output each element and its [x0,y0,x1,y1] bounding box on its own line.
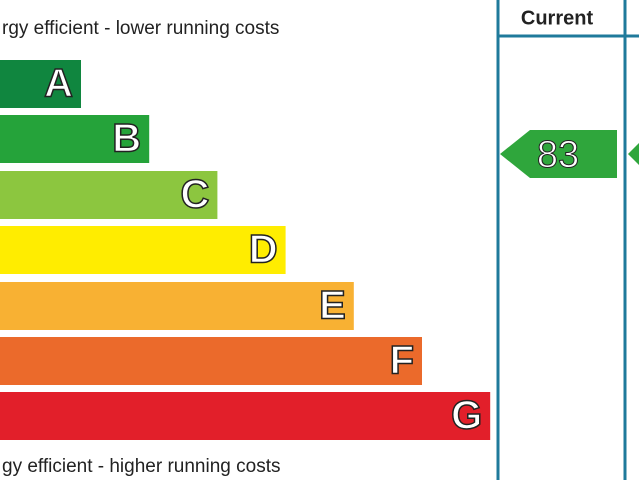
band-letter: A [44,62,73,106]
top-caption: rgy efficient - lower running costs [2,18,279,39]
band-letter: E [319,284,346,328]
band-letter: F [390,339,414,383]
potential-arrow [628,143,639,165]
band-bar [0,171,218,219]
band-letter: C [181,173,210,217]
current-header: Current [521,7,594,29]
band-bar [0,226,286,274]
current-arrow [500,130,617,178]
band-bar [0,392,491,440]
band-bar [0,282,354,330]
band-letter: D [249,228,278,272]
current-value: 83 [537,134,579,176]
bottom-caption: gy efficient - higher running costs [2,456,280,477]
band-bar [0,337,422,385]
band-letter: B [112,117,141,161]
band-bar [0,115,150,163]
band-letter: G [451,394,482,438]
band-bar [0,60,81,108]
